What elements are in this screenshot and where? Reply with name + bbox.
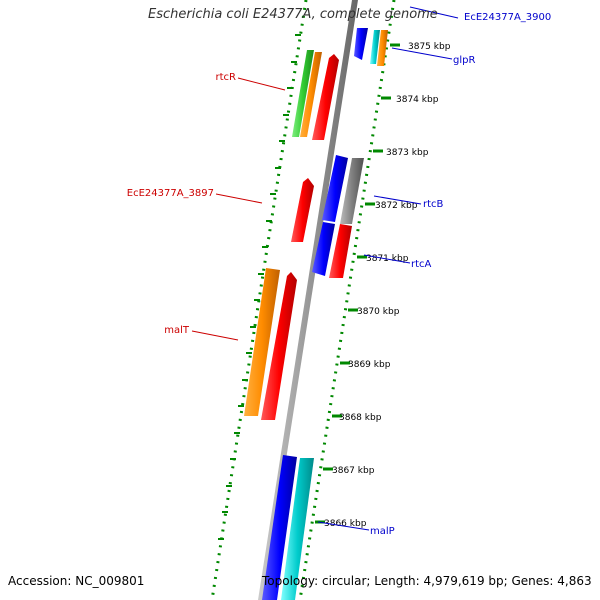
gene-features-top bbox=[354, 28, 388, 66]
tick-label: 3875 kbp bbox=[408, 42, 451, 52]
genome-summary-text: Topology: circular; Length: 4,979,619 bp… bbox=[262, 574, 592, 588]
gene-group-rtcr bbox=[292, 50, 339, 140]
gene-group-malt bbox=[244, 268, 297, 420]
tick-label: 3872 kbp bbox=[375, 201, 418, 211]
gene-rtcr-orange bbox=[300, 52, 322, 137]
gene-glpr-cyan bbox=[370, 30, 380, 64]
gene-label-ece24377a-3897: EcE24377A_3897 bbox=[127, 188, 214, 199]
gene-label-rtca: rtcA bbox=[411, 259, 432, 270]
left-gene-labels: rtcR EcE24377A_3897 malT bbox=[127, 72, 236, 336]
tick-label: 3868 kbp bbox=[339, 413, 382, 423]
inner-tick-marks bbox=[218, 34, 301, 540]
gene-label-ece24377a-3900: EcE24377A_3900 bbox=[464, 12, 551, 23]
gene-rtcr-green bbox=[292, 50, 314, 137]
gene-label-rtcr: rtcR bbox=[216, 72, 237, 83]
gene-ece24377a-3900 bbox=[354, 28, 368, 60]
gene-label-malp: malP bbox=[370, 526, 395, 537]
tick-label: 3870 kbp bbox=[357, 307, 400, 317]
gene-rtcr-red bbox=[312, 54, 339, 140]
gene-rtcb bbox=[322, 155, 348, 222]
genome-backbone bbox=[258, 0, 358, 600]
gene-label-glpr: glpR bbox=[453, 55, 475, 66]
tick-label: 3867 kbp bbox=[332, 466, 375, 476]
tick-label: 3874 kbp bbox=[396, 95, 439, 105]
outer-tick-marks bbox=[315, 43, 400, 524]
left-label-connectors bbox=[191, 77, 286, 341]
gene-group-malp bbox=[262, 455, 314, 600]
gene-ece24377a-3897 bbox=[291, 178, 314, 242]
gene-rtca-red bbox=[329, 224, 352, 278]
gene-glpr-orange bbox=[377, 30, 388, 66]
right-gene-labels: EcE24377A_3900 glpR rtcB rtcA malP bbox=[370, 12, 551, 537]
gene-label-rtcb: rtcB bbox=[423, 199, 444, 210]
tick-label: 3869 kbp bbox=[348, 360, 391, 370]
tick-label: 3866 kbp bbox=[324, 519, 367, 529]
gene-rtca-blue bbox=[312, 222, 335, 276]
gene-malt-orange bbox=[244, 268, 280, 416]
gene-rtcb-gray bbox=[340, 158, 364, 224]
gene-group-rtcb-rtca bbox=[291, 155, 364, 278]
genome-title: Escherichia coli E24377A, complete genom… bbox=[148, 7, 438, 22]
tick-labels: 3875 kbp 3874 kbp 3873 kbp 3872 kbp 3871… bbox=[324, 42, 451, 529]
tick-label: 3873 kbp bbox=[386, 148, 429, 158]
gene-label-malt: malT bbox=[164, 325, 190, 336]
gene-malp-blue bbox=[262, 455, 297, 600]
gene-malt-red bbox=[261, 272, 297, 420]
gene-malp-cyan bbox=[281, 458, 314, 600]
accession-text: Accession: NC_009801 bbox=[8, 574, 145, 588]
right-label-connectors bbox=[317, 6, 459, 531]
